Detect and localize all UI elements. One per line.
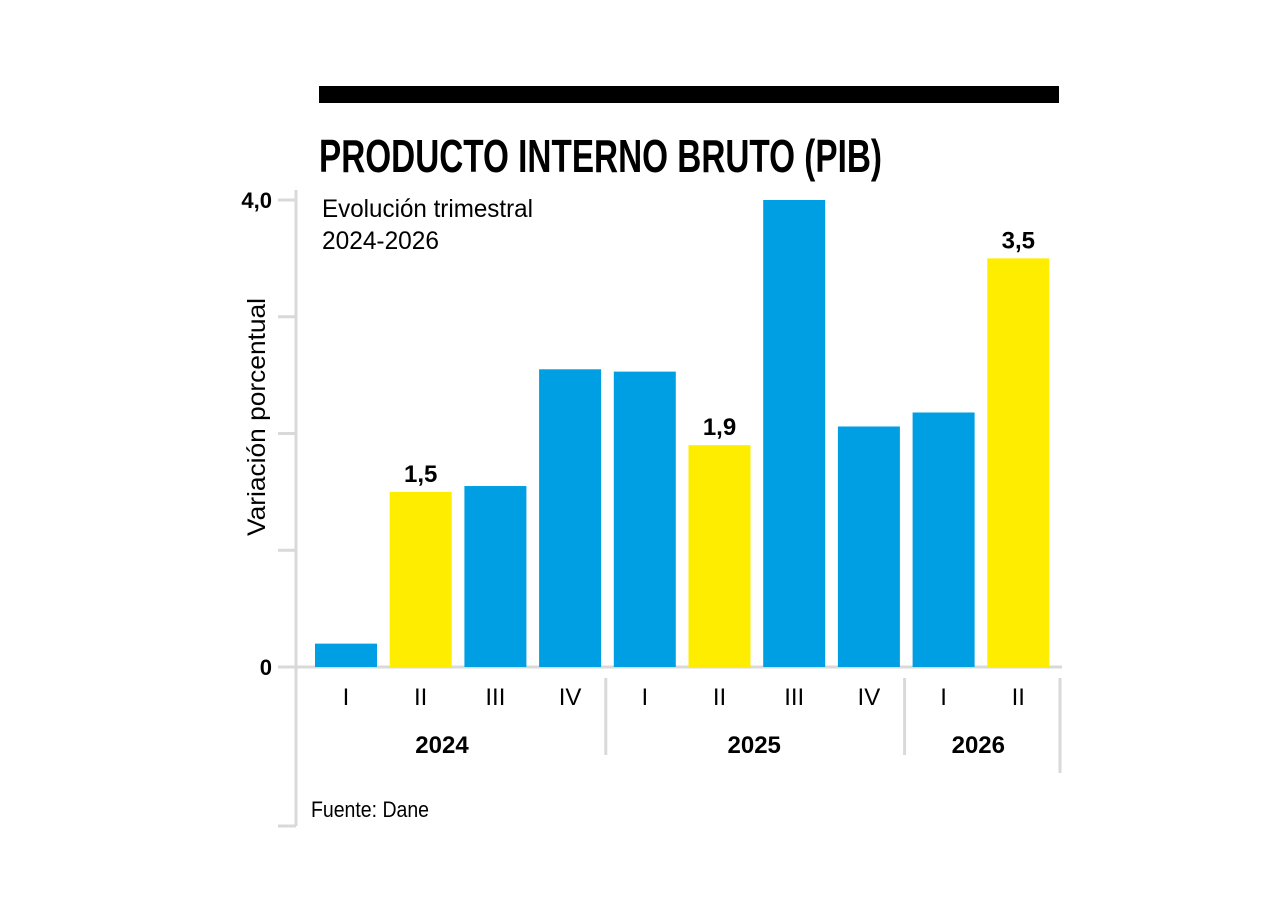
x-tick-label-2: II xyxy=(414,684,427,711)
x-tick-label-10: II xyxy=(1012,684,1025,711)
year-label-2025: 2025 xyxy=(728,732,781,759)
y-tick-label: 4,0 xyxy=(241,188,272,213)
year-labels: 2024 2025 2026 xyxy=(415,732,1005,759)
bar-1 xyxy=(315,643,377,667)
bar-5 xyxy=(613,371,676,667)
bar-10 xyxy=(987,258,1050,667)
chart-subtitle-line2: 2024-2026 xyxy=(322,227,439,255)
bar-7 xyxy=(763,200,826,667)
x-tick-label-7: III xyxy=(784,684,804,711)
bar-3 xyxy=(464,486,527,667)
bar-2 xyxy=(389,491,452,667)
data-labels: 1,5 1,9 3,5 xyxy=(404,227,1035,488)
bars xyxy=(315,200,1050,667)
source-note: Fuente: Dane xyxy=(311,797,429,822)
bar-6 xyxy=(688,445,751,667)
x-tick-labels: I II III IV I II III IV I II xyxy=(343,684,1025,711)
data-label-2: 1,5 xyxy=(404,461,437,488)
y-axis-label: Variación porcentual xyxy=(243,298,271,536)
x-tick-label-1: I xyxy=(343,684,350,711)
year-label-2026: 2026 xyxy=(952,732,1005,759)
x-tick-label-6: II xyxy=(713,684,726,711)
bar-8 xyxy=(837,426,900,667)
y-tick-label: 0 xyxy=(260,655,272,680)
chart-title: PRODUCTO INTERNO BRUTO (PIB) xyxy=(319,130,882,182)
year-label-2024: 2024 xyxy=(415,732,469,759)
x-tick-label-4: IV xyxy=(559,684,582,711)
x-tick-label-8: IV xyxy=(858,684,881,711)
data-label-6: 1,9 xyxy=(703,414,736,441)
x-tick-label-5: I xyxy=(641,684,648,711)
chart-subtitle-line1: Evolución trimestral xyxy=(322,195,533,223)
bar-4 xyxy=(539,369,602,667)
data-label-10: 3,5 xyxy=(1002,227,1035,254)
x-tick-label-3: III xyxy=(485,684,505,711)
top-rule xyxy=(319,86,1059,103)
x-tick-label-9: I xyxy=(940,684,947,711)
bar-9 xyxy=(912,412,975,667)
